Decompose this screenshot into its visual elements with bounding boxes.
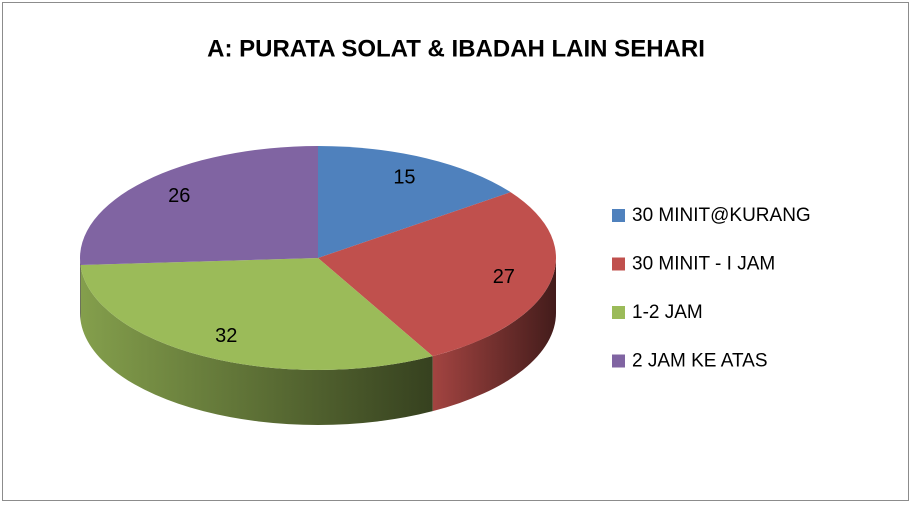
legend-swatch xyxy=(612,355,625,368)
legend-label: 2 JAM KE ATAS xyxy=(632,351,768,372)
legend-label: 30 MINIT - I JAM xyxy=(632,254,775,275)
legend-swatch xyxy=(612,258,625,271)
data-label: 32 xyxy=(215,325,237,347)
legend-swatch xyxy=(612,209,625,222)
data-label: 26 xyxy=(168,185,190,207)
legend-swatch xyxy=(612,306,625,319)
chart-title: A: PURATA SOLAT & IBADAH LAIN SEHARI xyxy=(207,35,705,62)
data-label: 15 xyxy=(393,166,415,188)
data-label: 27 xyxy=(493,266,515,288)
legend-label: 1-2 JAM xyxy=(632,302,703,323)
legend-label: 30 MINIT@KURANG xyxy=(632,205,811,226)
